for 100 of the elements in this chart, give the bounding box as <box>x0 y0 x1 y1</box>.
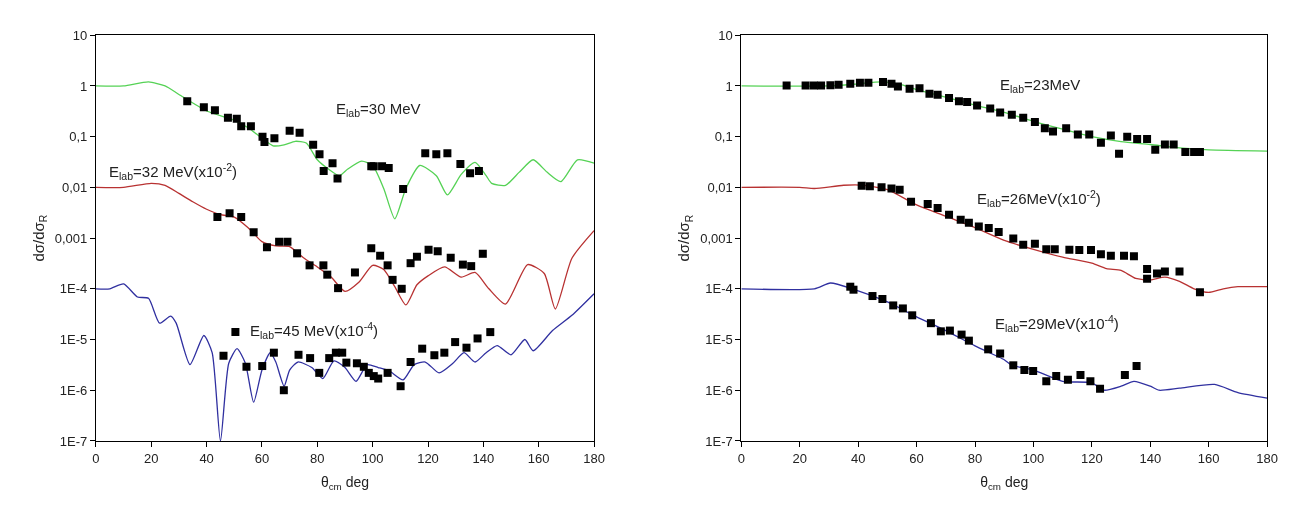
point <box>826 81 835 90</box>
point <box>923 199 932 208</box>
point <box>269 348 278 357</box>
line-series <box>741 282 1268 399</box>
point <box>834 80 843 89</box>
point <box>293 249 302 258</box>
point <box>996 108 1005 117</box>
annotation: E$_{lab}$=45 MeV(x10$^{-4}$) <box>250 320 379 342</box>
annotation: E$_{lab}$=30 MeV <box>336 100 421 120</box>
point <box>406 358 415 367</box>
line-series <box>95 283 595 441</box>
x-axis-title: θ$_{cm}$ deg <box>980 473 1029 492</box>
point <box>478 249 487 258</box>
point <box>878 294 887 303</box>
point <box>232 114 241 123</box>
line-series <box>95 182 595 310</box>
point <box>242 362 251 371</box>
point <box>945 93 954 102</box>
point <box>260 138 269 147</box>
y-tick-label: 0,001 <box>54 230 88 246</box>
point <box>1143 134 1152 143</box>
x-tick-label: 140 <box>1139 450 1162 466</box>
point <box>333 174 342 183</box>
point <box>199 103 208 112</box>
point <box>1096 138 1105 147</box>
point <box>877 183 886 192</box>
point <box>926 319 935 328</box>
x-tick-label: 40 <box>199 450 214 466</box>
point <box>270 134 279 143</box>
point <box>1030 239 1039 248</box>
point <box>231 328 240 337</box>
point <box>865 182 874 191</box>
point <box>1132 362 1141 371</box>
point <box>1075 246 1084 255</box>
point <box>1195 288 1204 297</box>
point <box>285 126 294 135</box>
point <box>378 162 387 171</box>
x-tick-label: 100 <box>361 450 384 466</box>
point <box>458 260 467 269</box>
point <box>864 78 873 87</box>
point <box>383 261 392 270</box>
point <box>223 113 232 122</box>
y-tick-label: 1E-6 <box>705 382 733 398</box>
point <box>1019 113 1028 122</box>
point <box>319 261 328 270</box>
y-tick-label: 0,1 <box>69 129 88 145</box>
y-tick-label: 1 <box>725 78 733 94</box>
point <box>1042 377 1051 386</box>
y-tick-label: 1E-6 <box>59 382 88 398</box>
point <box>1009 361 1018 370</box>
point <box>1153 269 1162 278</box>
point <box>309 140 318 149</box>
point <box>334 284 343 293</box>
point <box>996 349 1005 358</box>
point <box>1052 372 1061 381</box>
point <box>1087 246 1095 255</box>
point <box>1040 124 1049 133</box>
point <box>801 81 810 90</box>
point <box>367 244 376 253</box>
point <box>956 215 965 224</box>
x-tick-label: 100 <box>1022 450 1045 466</box>
point <box>782 81 791 90</box>
point <box>984 345 993 354</box>
point <box>279 386 288 395</box>
point <box>467 262 476 271</box>
point <box>1042 245 1051 254</box>
point <box>925 89 934 98</box>
y-tick-label: 0,01 <box>62 179 88 195</box>
y-tick-label: 1E-4 <box>59 281 88 297</box>
point <box>893 82 902 91</box>
point <box>945 326 954 335</box>
point <box>1062 124 1071 133</box>
point <box>933 90 942 99</box>
point <box>889 301 898 310</box>
point <box>957 330 966 339</box>
x-tick-label: 80 <box>310 450 325 466</box>
annotation: E$_{lab}$=32 MeV(x10$^{-2}$) <box>109 161 238 183</box>
point <box>325 354 334 363</box>
point <box>440 348 449 357</box>
point <box>994 227 1003 236</box>
point <box>446 253 455 262</box>
point <box>1065 245 1074 254</box>
point <box>418 344 427 353</box>
point <box>342 358 351 367</box>
point <box>396 382 405 391</box>
point <box>887 79 896 88</box>
point <box>1030 117 1039 126</box>
point <box>1073 130 1082 139</box>
point <box>1169 140 1178 149</box>
point <box>430 351 439 360</box>
point <box>907 197 916 206</box>
point <box>1181 147 1190 156</box>
point <box>908 311 917 320</box>
x-tick-label: 40 <box>850 450 866 466</box>
point <box>1160 140 1169 149</box>
point <box>424 245 433 254</box>
point <box>964 336 973 345</box>
point <box>895 185 904 194</box>
point <box>887 184 896 193</box>
y-tick-label: 0,001 <box>700 230 733 246</box>
